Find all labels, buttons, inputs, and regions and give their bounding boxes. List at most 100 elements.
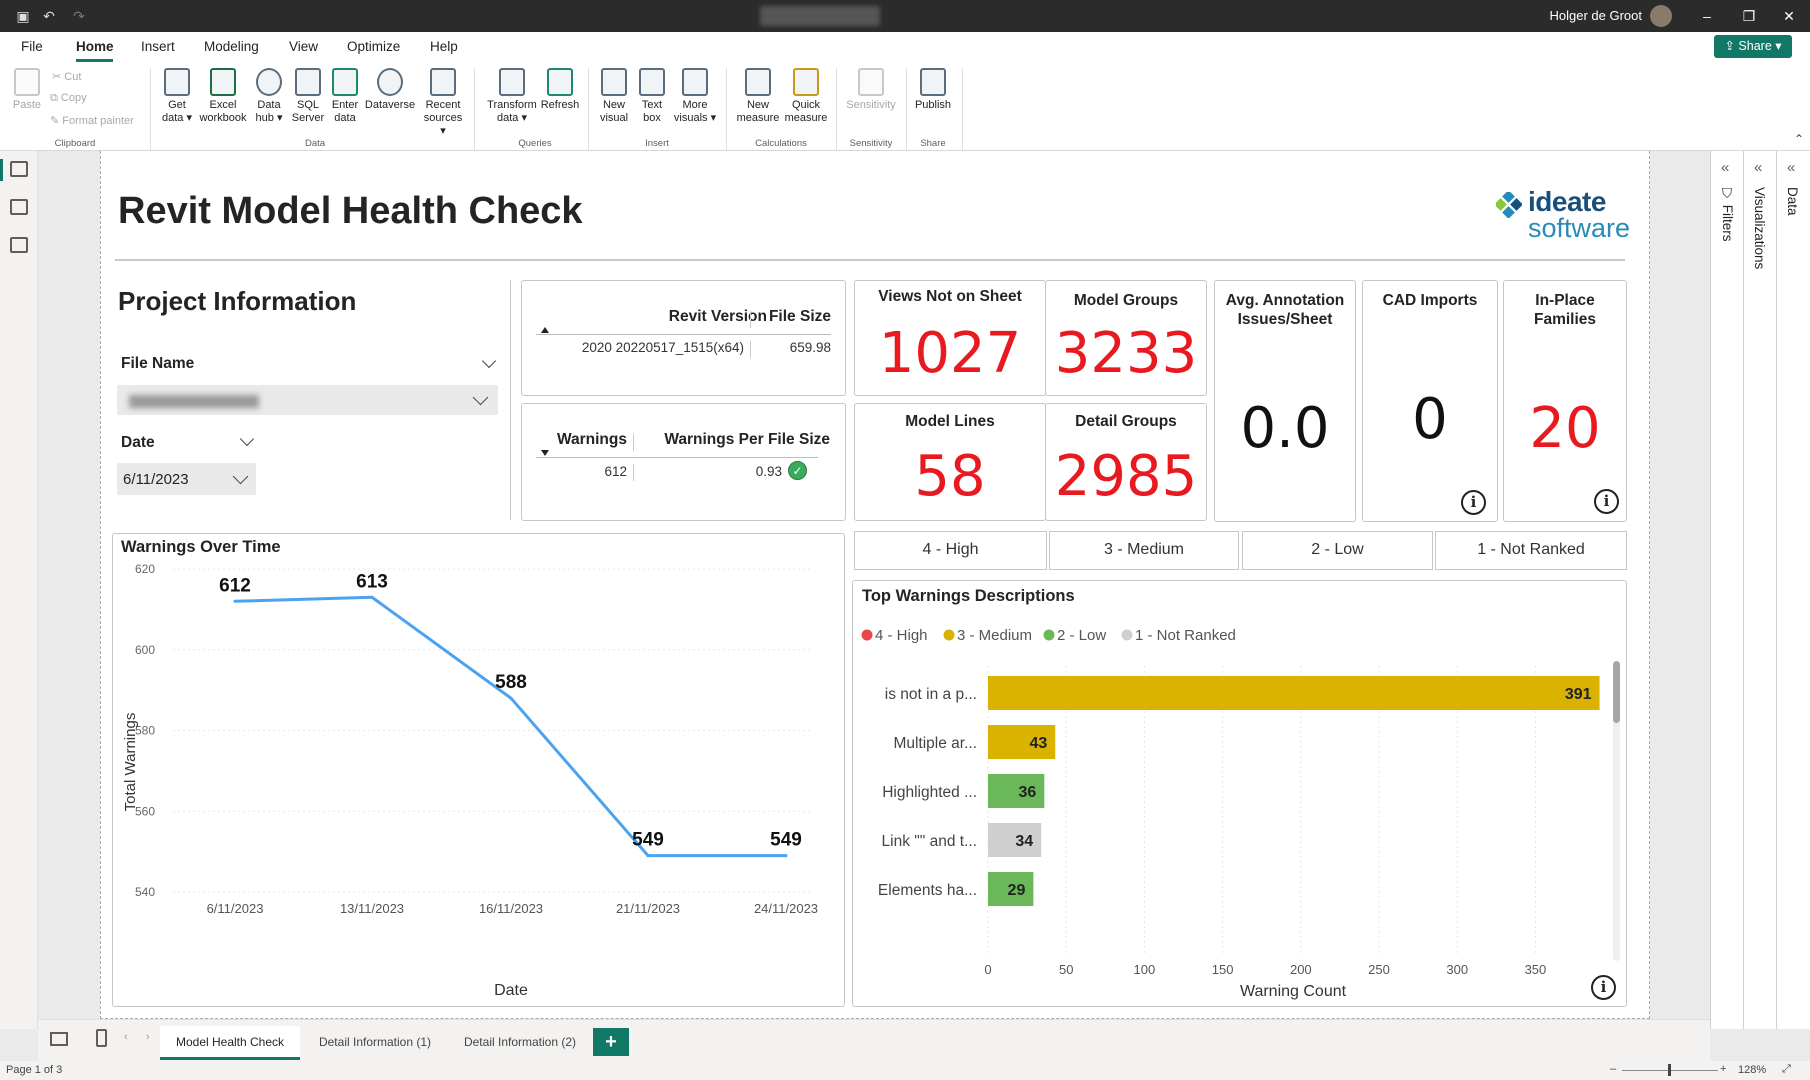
card-detail-groups[interactable]: Detail Groups 2985 bbox=[1045, 403, 1207, 521]
menu-optimize[interactable]: Optimize bbox=[347, 39, 401, 54]
data-label: 36 bbox=[1019, 784, 1037, 801]
undo-icon[interactable]: ↶ bbox=[43, 8, 55, 24]
y-tick-label: 540 bbox=[135, 885, 155, 899]
prev-page-icon[interactable]: ‹ bbox=[124, 1031, 128, 1043]
project-information-title: Project Information bbox=[118, 286, 357, 316]
report-title: Revit Model Health Check bbox=[118, 190, 583, 232]
avatar[interactable] bbox=[1650, 5, 1672, 27]
revit-version-table[interactable]: Revit Version File Size 2020 20220517_15… bbox=[521, 280, 846, 396]
zoom-in-icon[interactable]: + bbox=[1720, 1063, 1727, 1075]
bar bbox=[988, 725, 1056, 759]
zoom-slider-thumb[interactable] bbox=[1668, 1064, 1671, 1076]
warnings-over-time-chart[interactable]: Warnings Over Time 540 560 580 600 620 6/11/2… bbox=[112, 533, 845, 1007]
card-inplace-families[interactable]: In-Place Families 20 i bbox=[1503, 280, 1627, 522]
scrollbar-thumb[interactable] bbox=[1613, 661, 1620, 723]
tab-model-health-check[interactable]: Model Health Check bbox=[160, 1026, 300, 1060]
dataverse-icon bbox=[377, 68, 403, 96]
col-warnings-per-file-size[interactable]: Warnings Per File Size bbox=[664, 431, 830, 448]
expand-filters-icon[interactable]: « bbox=[1721, 159, 1730, 176]
data-label: Data bbox=[1785, 187, 1800, 216]
top-warnings-chart[interactable]: Top Warnings Descriptions 4 - High 3 - Me… bbox=[852, 580, 1627, 1007]
file-name-dropdown[interactable] bbox=[117, 385, 498, 415]
bar bbox=[988, 872, 1034, 906]
legend-marker bbox=[1043, 629, 1055, 641]
excel-workbook-button[interactable]: Excel workbook bbox=[198, 66, 248, 125]
data-label: 549 bbox=[632, 830, 664, 851]
menu-view[interactable]: View bbox=[289, 39, 319, 54]
new-measure-button[interactable]: New measure bbox=[734, 66, 782, 125]
publish-button[interactable]: Publish bbox=[912, 66, 954, 112]
copy-button[interactable]: ⧉ Copy bbox=[50, 92, 87, 104]
menu-home[interactable]: Home bbox=[76, 39, 114, 54]
date-dropdown[interactable]: 6/11/2023 bbox=[117, 463, 256, 495]
close-icon[interactable]: ✕ bbox=[1783, 8, 1795, 24]
more-visuals-button[interactable]: More visuals ▾ bbox=[672, 66, 718, 125]
paste-button[interactable]: Paste bbox=[10, 66, 44, 112]
data-hub-button[interactable]: Data hub ▾ bbox=[250, 66, 288, 125]
priority-button-low[interactable]: 2 - Low bbox=[1242, 531, 1433, 570]
user-name[interactable]: Holger de Groot bbox=[1549, 8, 1643, 23]
cut-button[interactable]: ✂ Cut bbox=[52, 71, 82, 83]
tab-detail-information-1[interactable]: Detail Information (1) bbox=[318, 1035, 432, 1049]
filters-pane[interactable]: « ⛉ Filters bbox=[1710, 151, 1743, 1029]
info-icon[interactable]: i bbox=[1461, 490, 1486, 515]
next-page-icon[interactable]: › bbox=[146, 1031, 150, 1043]
scrollbar-track[interactable] bbox=[1613, 661, 1620, 961]
zoom-out-icon[interactable]: – bbox=[1610, 1063, 1617, 1075]
desktop-layout-icon[interactable] bbox=[50, 1032, 68, 1046]
sql-server-button[interactable]: SQL Server bbox=[290, 66, 326, 125]
share-button[interactable]: ⇪ Share ▾ bbox=[1714, 35, 1792, 58]
expand-data-icon[interactable]: « bbox=[1787, 159, 1796, 176]
info-icon[interactable]: i bbox=[1594, 489, 1619, 514]
model-view-icon[interactable] bbox=[10, 237, 28, 253]
enter-data-button[interactable]: Enter data bbox=[328, 66, 362, 125]
recent-sources-button[interactable]: Recent sources ▾ bbox=[420, 66, 466, 138]
fit-to-page-icon[interactable]: ⤢ bbox=[1782, 1063, 1791, 1075]
table-view-icon[interactable] bbox=[10, 199, 28, 215]
save-icon[interactable]: ▣ bbox=[16, 8, 30, 24]
recent-icon bbox=[430, 68, 456, 96]
menu-modeling[interactable]: Modeling bbox=[204, 39, 259, 54]
refresh-button[interactable]: Refresh bbox=[540, 66, 580, 112]
card-views-not-on-sheet[interactable]: Views Not on Sheet 1027 bbox=[854, 280, 1046, 396]
quick-measure-button[interactable]: Quick measure bbox=[782, 66, 830, 125]
minimize-icon[interactable]: – bbox=[1703, 8, 1711, 24]
sort-descending-icon[interactable] bbox=[541, 450, 549, 456]
report-view-icon[interactable] bbox=[10, 161, 28, 177]
warnings-table[interactable]: Warnings Warnings Per File Size 612 0.93… bbox=[521, 403, 846, 521]
card-model-groups[interactable]: Model Groups 3233 bbox=[1045, 280, 1207, 396]
text-box-button[interactable]: Text box bbox=[634, 66, 670, 125]
sort-ascending-icon[interactable] bbox=[541, 327, 549, 333]
priority-button-not-ranked[interactable]: 1 - Not Ranked bbox=[1435, 531, 1627, 570]
format-painter-button[interactable]: ✎ Format painter bbox=[50, 115, 134, 127]
expand-visualizations-icon[interactable]: « bbox=[1754, 159, 1763, 176]
card-avg-annotation[interactable]: Avg. Annotation Issues/Sheet 0.0 bbox=[1214, 280, 1356, 522]
menu-help[interactable]: Help bbox=[430, 39, 458, 54]
priority-button-high[interactable]: 4 - High bbox=[854, 531, 1047, 570]
excel-icon bbox=[210, 68, 236, 96]
restore-icon[interactable]: ❐ bbox=[1742, 8, 1756, 24]
tab-detail-information-2[interactable]: Detail Information (2) bbox=[463, 1035, 577, 1049]
col-file-size[interactable]: File Size bbox=[768, 308, 831, 325]
text-box-icon bbox=[639, 68, 665, 96]
data-pane[interactable]: « Data bbox=[1776, 151, 1809, 1029]
menu-file[interactable]: File bbox=[21, 39, 43, 54]
transform-data-button[interactable]: Transform data ▾ bbox=[484, 66, 540, 125]
visualizations-pane[interactable]: « Visualizations bbox=[1743, 151, 1776, 1029]
col-revit-version[interactable]: Revit Version bbox=[668, 308, 767, 325]
sensitivity-button[interactable]: Sensitivity bbox=[842, 66, 900, 112]
priority-button-medium[interactable]: 3 - Medium bbox=[1049, 531, 1239, 570]
col-warnings[interactable]: Warnings bbox=[556, 431, 627, 448]
collapse-ribbon-icon[interactable]: ⌃ bbox=[1793, 132, 1804, 146]
card-cad-imports[interactable]: CAD Imports 0 i bbox=[1362, 280, 1498, 522]
info-icon[interactable]: i bbox=[1591, 975, 1616, 1000]
mobile-layout-icon[interactable] bbox=[96, 1029, 107, 1047]
dataverse-button[interactable]: Dataverse bbox=[364, 66, 416, 112]
add-page-button[interactable]: + bbox=[593, 1028, 629, 1056]
redo-icon[interactable]: ↷ bbox=[73, 8, 85, 24]
menu-insert[interactable]: Insert bbox=[141, 39, 175, 54]
new-visual-button[interactable]: New visual bbox=[596, 66, 632, 125]
get-data-button[interactable]: Get data ▾ bbox=[158, 66, 196, 125]
card-model-lines[interactable]: Model Lines 58 bbox=[854, 403, 1046, 521]
x-tick-label: 13/11/2023 bbox=[340, 901, 404, 916]
